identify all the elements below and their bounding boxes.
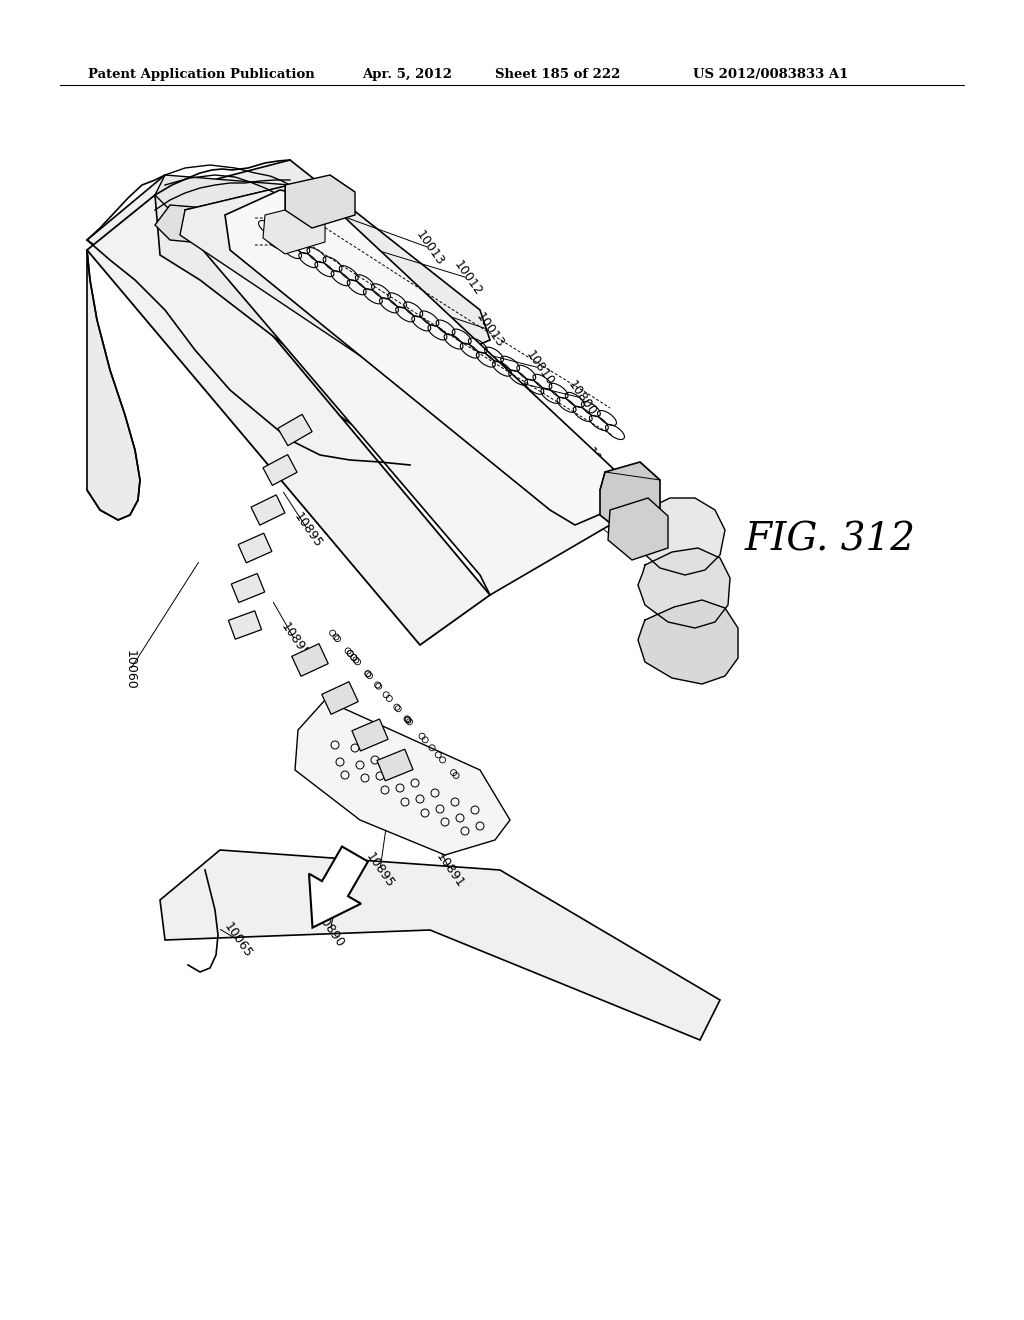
Polygon shape bbox=[322, 681, 358, 714]
Polygon shape bbox=[292, 644, 329, 676]
Polygon shape bbox=[608, 498, 668, 560]
Polygon shape bbox=[285, 176, 355, 228]
Polygon shape bbox=[155, 176, 295, 220]
Text: 10880: 10880 bbox=[629, 490, 662, 531]
Polygon shape bbox=[228, 611, 261, 639]
Polygon shape bbox=[600, 462, 660, 535]
Polygon shape bbox=[352, 719, 388, 751]
Text: 10013: 10013 bbox=[414, 228, 446, 268]
Polygon shape bbox=[263, 205, 325, 253]
Polygon shape bbox=[263, 454, 297, 486]
Polygon shape bbox=[278, 414, 312, 446]
Text: 10891: 10891 bbox=[433, 850, 467, 890]
Text: FIG. 312: FIG. 312 bbox=[745, 521, 916, 558]
Polygon shape bbox=[638, 601, 738, 684]
Polygon shape bbox=[185, 185, 620, 595]
Text: 10060: 10060 bbox=[124, 651, 136, 690]
Polygon shape bbox=[87, 195, 490, 645]
Polygon shape bbox=[638, 548, 730, 628]
Polygon shape bbox=[635, 498, 725, 576]
Polygon shape bbox=[377, 750, 413, 781]
Text: 10810: 10810 bbox=[523, 348, 557, 388]
Polygon shape bbox=[160, 850, 720, 1040]
Polygon shape bbox=[225, 190, 625, 525]
Text: Apr. 5, 2012: Apr. 5, 2012 bbox=[362, 69, 452, 81]
Text: 10800: 10800 bbox=[565, 378, 599, 418]
Text: 10890: 10890 bbox=[313, 909, 347, 950]
Polygon shape bbox=[87, 249, 140, 520]
Text: US 2012/0083833 A1: US 2012/0083833 A1 bbox=[693, 69, 848, 81]
Polygon shape bbox=[295, 700, 510, 855]
Text: 10012: 10012 bbox=[452, 257, 484, 298]
Text: 10065: 10065 bbox=[221, 920, 255, 960]
Polygon shape bbox=[87, 176, 480, 465]
Polygon shape bbox=[180, 185, 610, 510]
Polygon shape bbox=[251, 495, 285, 525]
Polygon shape bbox=[309, 846, 368, 928]
Polygon shape bbox=[239, 533, 271, 562]
Text: 10013: 10013 bbox=[473, 310, 507, 350]
Text: Sheet 185 of 222: Sheet 185 of 222 bbox=[495, 69, 621, 81]
Polygon shape bbox=[231, 573, 265, 602]
Text: 10895: 10895 bbox=[279, 620, 311, 660]
Text: Patent Application Publication: Patent Application Publication bbox=[88, 69, 314, 81]
Polygon shape bbox=[155, 205, 295, 249]
Text: 10820: 10820 bbox=[584, 445, 616, 484]
Text: 10895: 10895 bbox=[291, 510, 325, 550]
Text: 10895: 10895 bbox=[364, 850, 396, 890]
Polygon shape bbox=[155, 160, 490, 395]
